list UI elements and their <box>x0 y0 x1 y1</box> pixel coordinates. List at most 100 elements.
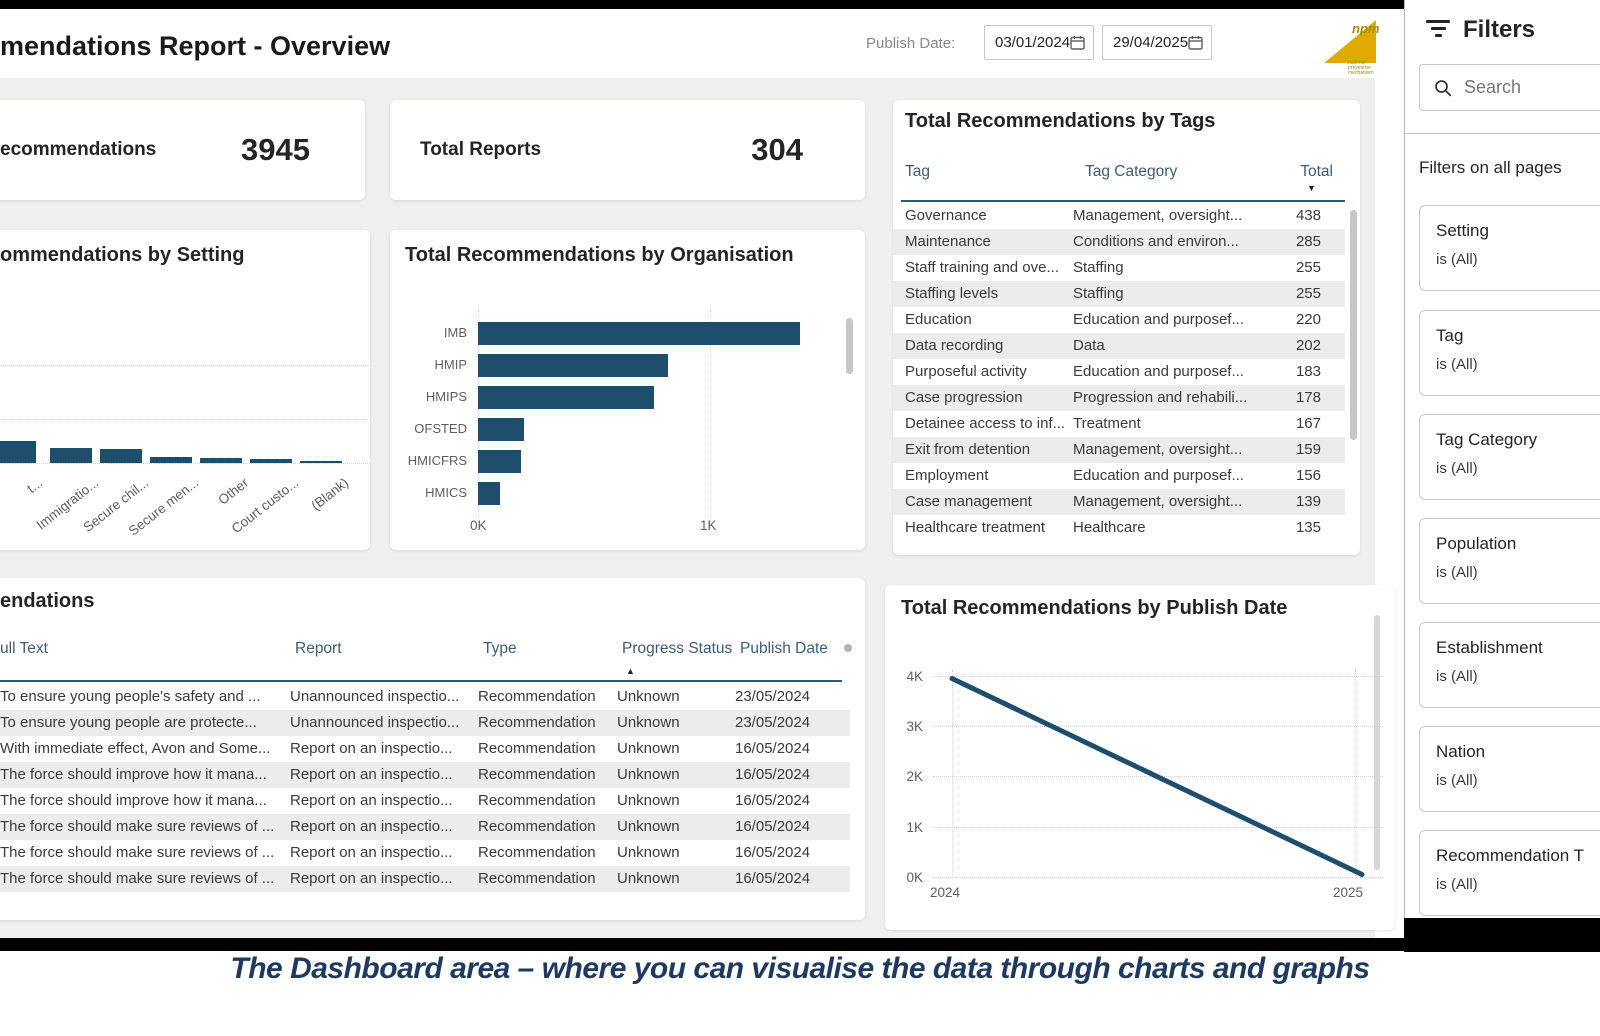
cell-tag: Employment <box>905 467 989 484</box>
table-row[interactable]: Detainee access to inf... Treatment 167 <box>893 411 1345 437</box>
publish-date-scrollbar[interactable] <box>1374 615 1380 870</box>
tags-col-category[interactable]: Tag Category <box>1085 163 1178 180</box>
filter-card-population[interactable]: Population is (All) <box>1419 518 1600 604</box>
filters-pane-title: Filters <box>1463 16 1536 43</box>
y-axis-label: HMIP <box>434 357 468 372</box>
table-row[interactable]: Staff training and ove... Staffing 255 <box>893 255 1345 281</box>
cell-publish-date: 16/05/2024 <box>735 740 811 757</box>
table-row[interactable]: The force should make sure reviews of ..… <box>0 814 850 840</box>
bar[interactable] <box>250 459 292 463</box>
filter-card-establishment[interactable]: Establishment is (All) <box>1419 622 1600 708</box>
bar[interactable] <box>50 448 92 463</box>
filters-section-label: Filters on all pages <box>1419 158 1562 177</box>
bar[interactable] <box>478 482 500 505</box>
cell-tag-category: Conditions and environ... <box>1073 233 1239 250</box>
bar[interactable] <box>150 457 192 463</box>
trend-line <box>949 676 1365 877</box>
filter-card-tag[interactable]: Tag is (All) <box>1419 310 1600 396</box>
table-row[interactable]: Maintenance Conditions and environ... 285 <box>893 229 1345 255</box>
search-icon <box>1435 79 1452 96</box>
bar[interactable] <box>478 450 521 473</box>
filters-search-box[interactable] <box>1419 64 1600 111</box>
cell-publish-date: 16/05/2024 <box>735 870 811 887</box>
publish-date-to-input[interactable]: 29/04/2025 <box>1102 25 1212 60</box>
cell-total: 183 <box>1295 363 1321 380</box>
recs-scrollbar[interactable] <box>844 644 852 652</box>
bar[interactable] <box>478 418 524 441</box>
organisation-scrollbar[interactable] <box>846 318 853 374</box>
bar[interactable] <box>300 461 342 463</box>
filter-card-nation[interactable]: Nation is (All) <box>1419 726 1600 812</box>
filter-value: is (All) <box>1436 876 1478 893</box>
table-row[interactable]: To ensure young people's safety and ... U… <box>0 684 850 710</box>
publish-date-label: Publish Date: <box>866 35 956 52</box>
bar[interactable] <box>478 322 800 345</box>
bar[interactable] <box>200 458 242 463</box>
bar[interactable] <box>478 386 654 409</box>
recs-col-type[interactable]: Type <box>483 640 517 657</box>
table-row[interactable]: Staffing levels Staffing 255 <box>893 281 1345 307</box>
cell-total: 438 <box>1295 207 1321 224</box>
bottom-border <box>0 938 1600 951</box>
publish-date-from-input[interactable]: 03/01/2024 <box>984 25 1094 60</box>
filter-value: is (All) <box>1436 564 1478 581</box>
tags-col-total[interactable]: Total <box>1300 163 1333 180</box>
table-row[interactable]: Data recording Data 202 <box>893 333 1345 359</box>
cell-progress-status: Unknown <box>617 870 680 887</box>
recs-col-publish-date[interactable]: Publish Date <box>740 640 828 657</box>
calendar-icon[interactable] <box>1070 35 1085 50</box>
table-row[interactable]: To ensure young people are protecte... Un… <box>0 710 850 736</box>
table-row[interactable]: Case management Management, oversight... 1… <box>893 489 1345 515</box>
table-row[interactable]: Exit from detention Management, oversight… <box>893 437 1345 463</box>
cell-total: 178 <box>1295 389 1321 406</box>
table-row[interactable]: Healthcare treatment Healthcare 135 <box>893 515 1345 541</box>
table-row[interactable]: The force should improve how it mana... R… <box>0 762 850 788</box>
setting-chart-plot: t... Immigratio... Secure chil... Secure me… <box>0 230 370 550</box>
axis-baseline <box>0 463 370 464</box>
table-row[interactable]: The force should make sure reviews of ..… <box>0 840 850 866</box>
gridline <box>0 365 370 366</box>
sort-desc-icon[interactable]: ▼ <box>1307 183 1316 193</box>
cell-progress-status: Unknown <box>617 688 680 705</box>
recs-col-report[interactable]: Report <box>295 640 342 657</box>
table-row[interactable]: Education Education and purposef... 220 <box>893 307 1345 333</box>
sort-asc-icon[interactable]: ▲ <box>626 666 635 676</box>
bar[interactable] <box>100 449 142 463</box>
table-row[interactable]: The force should make sure reviews of ..… <box>0 866 850 892</box>
filter-name: Tag Category <box>1436 430 1538 449</box>
x-axis-tick: 2025 <box>1333 885 1364 900</box>
filter-card-tag-category[interactable]: Tag Category is (All) <box>1419 414 1600 500</box>
cell-progress-status: Unknown <box>617 818 680 835</box>
filter-icon <box>1425 19 1451 41</box>
search-input[interactable] <box>1464 77 1584 98</box>
gridline <box>933 726 1383 727</box>
tags-scrollbar[interactable] <box>1350 210 1357 440</box>
filter-value: is (All) <box>1436 356 1478 373</box>
table-row[interactable]: With immediate effect, Avon and Some... R… <box>0 736 850 762</box>
table-row[interactable]: The force should improve how it mana... R… <box>0 788 850 814</box>
x-axis-tick: 2024 <box>930 885 961 900</box>
table-row[interactable]: Case progression Progression and rehabili… <box>893 385 1345 411</box>
recs-col-full-text[interactable]: ull Text <box>0 640 48 657</box>
bar[interactable] <box>0 441 36 463</box>
bar[interactable] <box>478 354 668 377</box>
publish-date-from-value: 03/01/2024 <box>995 34 1071 51</box>
cell-tag-category: Education and purposef... <box>1073 467 1244 484</box>
tags-table-body: Governance Management, oversight... 438 Mai… <box>893 203 1345 541</box>
y-axis-label: HMICS <box>425 485 467 500</box>
table-row[interactable]: Governance Management, oversight... 438 <box>893 203 1345 229</box>
filter-card-recommendation-t[interactable]: Recommendation T is (All) <box>1419 830 1600 916</box>
recs-col-progress-status[interactable]: Progress Status <box>622 640 733 657</box>
table-row[interactable]: Purposeful activity Education and purpose… <box>893 359 1345 385</box>
table-row[interactable]: Employment Education and purposef... 156 <box>893 463 1345 489</box>
calendar-icon[interactable] <box>1188 35 1203 50</box>
cell-tag-category: Data <box>1073 337 1105 354</box>
filter-card-setting[interactable]: Setting is (All) <box>1419 205 1600 291</box>
cell-tag-category: Staffing <box>1073 259 1124 276</box>
tags-col-tag[interactable]: Tag <box>905 163 930 180</box>
cell-tag-category: Staffing <box>1073 285 1124 302</box>
cell-type: Recommendation <box>478 870 596 887</box>
cell-tag-category: Treatment <box>1073 415 1141 432</box>
organisation-chart-card: Total Recommendations by Organisation IM… <box>390 230 865 550</box>
cell-progress-status: Unknown <box>617 714 680 731</box>
